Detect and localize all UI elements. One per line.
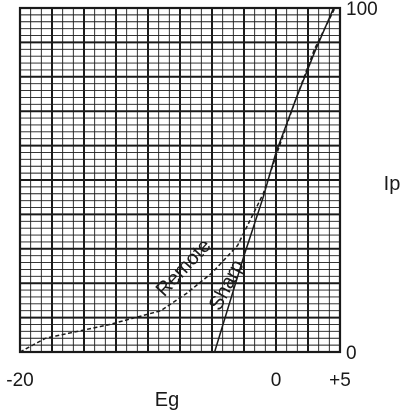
y-tick-label: 100 (346, 0, 378, 20)
series-layer (19, 7, 336, 353)
x-axis-label: Eg (155, 389, 179, 411)
plot-frame (18, 6, 342, 354)
series-label-remote: Remote (152, 235, 216, 301)
x-tick-label: 0 (271, 370, 282, 391)
ticks-layer: -20 0 +5 0 100 (6, 0, 377, 391)
x-tick-label: -20 (6, 370, 33, 391)
x-tick-label: +5 (329, 370, 351, 391)
series-line-remote (19, 7, 336, 353)
y-axis-label: Ip (384, 173, 400, 195)
y-tick-label: 0 (346, 343, 357, 364)
series-line-sharp (213, 7, 335, 353)
grid-major (18, 6, 342, 354)
